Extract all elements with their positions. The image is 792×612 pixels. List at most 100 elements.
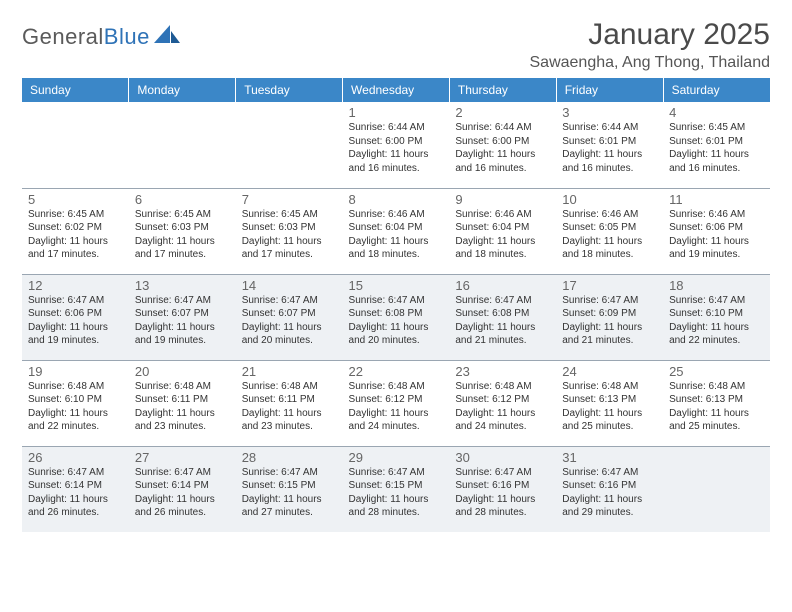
daylight-text: Daylight: 11 hours and 29 minutes. (562, 493, 657, 520)
sunset-text: Sunset: 6:05 PM (562, 221, 657, 235)
calendar-cell: 20Sunrise: 6:48 AMSunset: 6:11 PMDayligh… (129, 360, 236, 446)
sunrise-text: Sunrise: 6:47 AM (135, 294, 230, 308)
sunset-text: Sunset: 6:02 PM (28, 221, 123, 235)
day-number: 22 (349, 364, 444, 379)
calendar-cell: 10Sunrise: 6:46 AMSunset: 6:05 PMDayligh… (556, 188, 663, 274)
sunrise-text: Sunrise: 6:47 AM (455, 466, 550, 480)
sunrise-text: Sunrise: 6:48 AM (349, 380, 444, 394)
sunset-text: Sunset: 6:06 PM (28, 307, 123, 321)
brand-part2: Blue (104, 24, 150, 49)
calendar-cell: 21Sunrise: 6:48 AMSunset: 6:11 PMDayligh… (236, 360, 343, 446)
calendar-cell (22, 102, 129, 188)
sunset-text: Sunset: 6:16 PM (455, 479, 550, 493)
day-info: Sunrise: 6:46 AMSunset: 6:05 PMDaylight:… (562, 208, 657, 262)
daylight-text: Daylight: 11 hours and 25 minutes. (669, 407, 764, 434)
daylight-text: Daylight: 11 hours and 18 minutes. (562, 235, 657, 262)
day-info: Sunrise: 6:45 AMSunset: 6:03 PMDaylight:… (242, 208, 337, 262)
calendar-table: Sunday Monday Tuesday Wednesday Thursday… (22, 78, 770, 532)
day-number: 18 (669, 278, 764, 293)
daylight-text: Daylight: 11 hours and 16 minutes. (562, 148, 657, 175)
sunrise-text: Sunrise: 6:47 AM (242, 466, 337, 480)
brand-logo: GeneralBlue (22, 24, 180, 50)
daylight-text: Daylight: 11 hours and 22 minutes. (669, 321, 764, 348)
day-info: Sunrise: 6:47 AMSunset: 6:07 PMDaylight:… (135, 294, 230, 348)
daylight-text: Daylight: 11 hours and 17 minutes. (135, 235, 230, 262)
day-number: 21 (242, 364, 337, 379)
sunset-text: Sunset: 6:03 PM (242, 221, 337, 235)
sunset-text: Sunset: 6:11 PM (135, 393, 230, 407)
sunset-text: Sunset: 6:13 PM (669, 393, 764, 407)
day-number: 29 (349, 450, 444, 465)
calendar-cell: 12Sunrise: 6:47 AMSunset: 6:06 PMDayligh… (22, 274, 129, 360)
sunset-text: Sunset: 6:04 PM (455, 221, 550, 235)
sunrise-text: Sunrise: 6:48 AM (669, 380, 764, 394)
day-info: Sunrise: 6:44 AMSunset: 6:00 PMDaylight:… (349, 121, 444, 175)
calendar-cell: 2Sunrise: 6:44 AMSunset: 6:00 PMDaylight… (449, 102, 556, 188)
sunset-text: Sunset: 6:13 PM (562, 393, 657, 407)
calendar-cell: 22Sunrise: 6:48 AMSunset: 6:12 PMDayligh… (343, 360, 450, 446)
day-info: Sunrise: 6:48 AMSunset: 6:12 PMDaylight:… (349, 380, 444, 434)
header: GeneralBlue January 2025 Sawaengha, Ang … (22, 18, 770, 72)
daylight-text: Daylight: 11 hours and 28 minutes. (455, 493, 550, 520)
sunrise-text: Sunrise: 6:47 AM (349, 466, 444, 480)
calendar-cell (663, 446, 770, 532)
day-info: Sunrise: 6:48 AMSunset: 6:13 PMDaylight:… (669, 380, 764, 434)
weekday-header: Friday (556, 78, 663, 102)
sunrise-text: Sunrise: 6:47 AM (562, 466, 657, 480)
calendar-week-row: 19Sunrise: 6:48 AMSunset: 6:10 PMDayligh… (22, 360, 770, 446)
daylight-text: Daylight: 11 hours and 17 minutes. (242, 235, 337, 262)
daylight-text: Daylight: 11 hours and 16 minutes. (455, 148, 550, 175)
sunset-text: Sunset: 6:01 PM (669, 135, 764, 149)
calendar-cell: 13Sunrise: 6:47 AMSunset: 6:07 PMDayligh… (129, 274, 236, 360)
daylight-text: Daylight: 11 hours and 22 minutes. (28, 407, 123, 434)
day-info: Sunrise: 6:46 AMSunset: 6:04 PMDaylight:… (455, 208, 550, 262)
sunrise-text: Sunrise: 6:44 AM (562, 121, 657, 135)
day-number: 24 (562, 364, 657, 379)
sunset-text: Sunset: 6:04 PM (349, 221, 444, 235)
sunset-text: Sunset: 6:03 PM (135, 221, 230, 235)
day-info: Sunrise: 6:47 AMSunset: 6:08 PMDaylight:… (349, 294, 444, 348)
day-info: Sunrise: 6:47 AMSunset: 6:14 PMDaylight:… (28, 466, 123, 520)
day-number: 13 (135, 278, 230, 293)
day-number: 15 (349, 278, 444, 293)
calendar-cell: 24Sunrise: 6:48 AMSunset: 6:13 PMDayligh… (556, 360, 663, 446)
calendar-cell: 14Sunrise: 6:47 AMSunset: 6:07 PMDayligh… (236, 274, 343, 360)
daylight-text: Daylight: 11 hours and 19 minutes. (135, 321, 230, 348)
sunset-text: Sunset: 6:10 PM (669, 307, 764, 321)
daylight-text: Daylight: 11 hours and 21 minutes. (562, 321, 657, 348)
sunrise-text: Sunrise: 6:47 AM (455, 294, 550, 308)
daylight-text: Daylight: 11 hours and 19 minutes. (28, 321, 123, 348)
day-number: 16 (455, 278, 550, 293)
brand-part1: General (22, 24, 104, 49)
daylight-text: Daylight: 11 hours and 28 minutes. (349, 493, 444, 520)
sunrise-text: Sunrise: 6:45 AM (669, 121, 764, 135)
daylight-text: Daylight: 11 hours and 18 minutes. (455, 235, 550, 262)
sunrise-text: Sunrise: 6:47 AM (135, 466, 230, 480)
day-info: Sunrise: 6:48 AMSunset: 6:13 PMDaylight:… (562, 380, 657, 434)
day-number: 14 (242, 278, 337, 293)
sunset-text: Sunset: 6:07 PM (135, 307, 230, 321)
daylight-text: Daylight: 11 hours and 20 minutes. (242, 321, 337, 348)
calendar-cell (129, 102, 236, 188)
day-info: Sunrise: 6:47 AMSunset: 6:16 PMDaylight:… (455, 466, 550, 520)
day-info: Sunrise: 6:46 AMSunset: 6:06 PMDaylight:… (669, 208, 764, 262)
sunset-text: Sunset: 6:01 PM (562, 135, 657, 149)
daylight-text: Daylight: 11 hours and 23 minutes. (135, 407, 230, 434)
day-info: Sunrise: 6:47 AMSunset: 6:08 PMDaylight:… (455, 294, 550, 348)
day-info: Sunrise: 6:47 AMSunset: 6:15 PMDaylight:… (349, 466, 444, 520)
sunset-text: Sunset: 6:10 PM (28, 393, 123, 407)
sunrise-text: Sunrise: 6:47 AM (669, 294, 764, 308)
sunset-text: Sunset: 6:12 PM (455, 393, 550, 407)
day-info: Sunrise: 6:48 AMSunset: 6:11 PMDaylight:… (242, 380, 337, 434)
title-block: January 2025 Sawaengha, Ang Thong, Thail… (530, 18, 771, 72)
day-info: Sunrise: 6:45 AMSunset: 6:02 PMDaylight:… (28, 208, 123, 262)
day-number: 5 (28, 192, 123, 207)
sunrise-text: Sunrise: 6:45 AM (28, 208, 123, 222)
sunset-text: Sunset: 6:11 PM (242, 393, 337, 407)
daylight-text: Daylight: 11 hours and 20 minutes. (349, 321, 444, 348)
calendar-week-row: 5Sunrise: 6:45 AMSunset: 6:02 PMDaylight… (22, 188, 770, 274)
weekday-header: Monday (129, 78, 236, 102)
sunset-text: Sunset: 6:09 PM (562, 307, 657, 321)
calendar-cell: 25Sunrise: 6:48 AMSunset: 6:13 PMDayligh… (663, 360, 770, 446)
sunrise-text: Sunrise: 6:46 AM (349, 208, 444, 222)
